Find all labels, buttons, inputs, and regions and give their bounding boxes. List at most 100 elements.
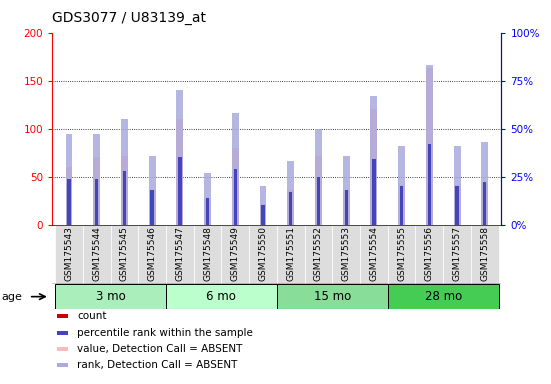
Bar	[287, 161, 294, 225]
Bar	[232, 113, 239, 225]
Text: GSM175551: GSM175551	[286, 227, 295, 281]
Bar	[426, 68, 433, 225]
Bar	[178, 223, 181, 225]
Text: GSM175543: GSM175543	[64, 227, 73, 281]
Text: GSM175554: GSM175554	[369, 227, 379, 281]
Bar	[398, 146, 405, 225]
Text: 15 mo: 15 mo	[314, 290, 351, 303]
Text: GSM175557: GSM175557	[452, 227, 462, 281]
Bar	[426, 65, 433, 225]
Text: GDS3077 / U83139_at: GDS3077 / U83139_at	[52, 11, 206, 25]
Bar	[93, 157, 100, 225]
Bar	[222, 225, 249, 284]
Bar	[93, 134, 100, 225]
Bar	[388, 225, 415, 284]
Text: GSM175550: GSM175550	[258, 227, 268, 281]
Bar	[343, 190, 350, 225]
Bar	[67, 223, 71, 225]
Bar	[315, 129, 322, 225]
Bar	[372, 159, 376, 225]
Text: age: age	[2, 291, 23, 302]
Bar	[261, 205, 264, 225]
Text: value, Detection Call = ABSENT: value, Detection Call = ABSENT	[77, 344, 242, 354]
Text: GSM175546: GSM175546	[148, 227, 156, 281]
Bar	[204, 173, 211, 225]
Bar	[66, 167, 72, 225]
Bar	[95, 223, 99, 225]
Bar	[287, 190, 294, 225]
Text: GSM175556: GSM175556	[425, 227, 434, 281]
Bar	[370, 109, 377, 225]
Text: GSM175547: GSM175547	[175, 227, 185, 281]
Text: GSM175558: GSM175558	[480, 227, 489, 281]
Bar	[317, 177, 320, 225]
Bar	[443, 225, 471, 284]
Bar	[123, 223, 126, 225]
Bar	[176, 119, 183, 225]
Bar	[166, 284, 277, 309]
Bar	[453, 185, 461, 225]
Bar	[95, 179, 99, 225]
Text: 3 mo: 3 mo	[96, 290, 126, 303]
Bar	[149, 190, 155, 225]
Text: 28 mo: 28 mo	[425, 290, 462, 303]
Bar	[55, 284, 166, 309]
Text: GSM175553: GSM175553	[342, 227, 350, 281]
Bar	[428, 223, 431, 225]
Bar	[232, 148, 239, 225]
Bar	[83, 225, 111, 284]
Bar	[317, 223, 320, 225]
Text: GSM175552: GSM175552	[314, 227, 323, 281]
Bar	[55, 225, 83, 284]
Text: GSM175548: GSM175548	[203, 227, 212, 281]
Bar	[121, 119, 128, 225]
Bar	[67, 179, 71, 225]
Bar	[57, 363, 68, 367]
Bar	[204, 199, 211, 225]
Bar	[194, 225, 222, 284]
Text: GSM175555: GSM175555	[397, 227, 406, 281]
Bar	[150, 190, 154, 225]
Bar	[206, 198, 209, 225]
Bar	[260, 204, 267, 225]
Bar	[388, 284, 499, 309]
Bar	[398, 185, 405, 225]
Bar	[234, 223, 237, 225]
Bar	[482, 184, 488, 225]
Bar	[249, 225, 277, 284]
Bar	[305, 225, 332, 284]
Bar	[234, 169, 237, 225]
Bar	[372, 223, 376, 225]
Bar	[344, 190, 348, 225]
Text: 6 mo: 6 mo	[207, 290, 236, 303]
Bar	[471, 225, 499, 284]
Bar	[260, 186, 267, 225]
Bar	[400, 186, 403, 225]
Bar	[57, 347, 68, 351]
Bar	[123, 171, 126, 225]
Bar	[149, 156, 155, 225]
Bar	[370, 96, 377, 225]
Bar	[178, 157, 181, 225]
Bar	[138, 225, 166, 284]
Bar	[455, 186, 459, 225]
Bar	[277, 225, 305, 284]
Text: percentile rank within the sample: percentile rank within the sample	[77, 328, 253, 338]
Bar	[176, 90, 183, 225]
Bar	[57, 314, 68, 318]
Bar	[360, 225, 388, 284]
Bar	[66, 134, 72, 225]
Bar	[428, 144, 431, 225]
Bar	[415, 225, 443, 284]
Bar	[343, 156, 350, 225]
Bar	[277, 284, 388, 309]
Bar	[166, 225, 194, 284]
Bar	[483, 182, 487, 225]
Text: rank, Detection Call = ABSENT: rank, Detection Call = ABSENT	[77, 360, 237, 370]
Text: count: count	[77, 311, 106, 321]
Bar	[482, 142, 488, 225]
Bar	[453, 146, 461, 225]
Bar	[57, 331, 68, 334]
Text: GSM175544: GSM175544	[92, 227, 101, 281]
Text: GSM175549: GSM175549	[231, 227, 240, 281]
